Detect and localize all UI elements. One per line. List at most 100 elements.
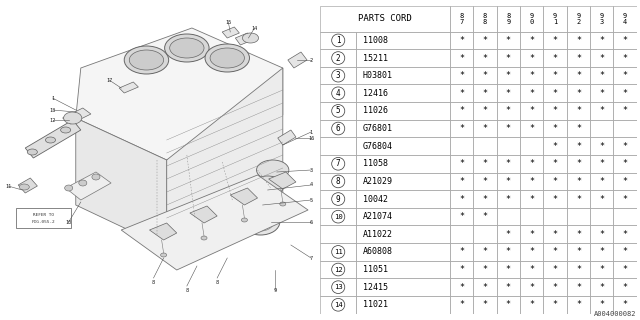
Text: *: * — [529, 89, 534, 98]
Ellipse shape — [241, 209, 280, 235]
Text: *: * — [599, 230, 604, 239]
Text: *: * — [459, 195, 464, 204]
Ellipse shape — [65, 185, 73, 191]
Text: 9
3: 9 3 — [600, 13, 604, 25]
Ellipse shape — [164, 34, 209, 62]
Polygon shape — [269, 172, 296, 189]
Text: A11022: A11022 — [363, 230, 393, 239]
Text: *: * — [552, 142, 557, 151]
Text: 1: 1 — [336, 36, 340, 45]
Text: *: * — [599, 71, 604, 80]
Ellipse shape — [241, 218, 248, 222]
Text: *: * — [483, 107, 488, 116]
Text: 6: 6 — [336, 124, 340, 133]
Text: *: * — [599, 89, 604, 98]
Text: 10042: 10042 — [363, 195, 388, 204]
Polygon shape — [288, 52, 307, 68]
Text: G76804: G76804 — [363, 142, 393, 151]
Text: *: * — [483, 89, 488, 98]
Text: 9: 9 — [336, 195, 340, 204]
Text: *: * — [623, 283, 628, 292]
Text: 9: 9 — [273, 287, 276, 292]
Text: *: * — [506, 247, 511, 256]
Text: *: * — [576, 159, 581, 168]
Text: *: * — [483, 71, 488, 80]
Text: 9
1: 9 1 — [553, 13, 557, 25]
Polygon shape — [25, 120, 81, 158]
Text: *: * — [576, 177, 581, 186]
Polygon shape — [76, 28, 283, 160]
Text: 13: 13 — [49, 108, 56, 113]
Ellipse shape — [63, 112, 82, 124]
Text: 8: 8 — [336, 177, 340, 186]
Text: *: * — [552, 107, 557, 116]
Text: A004000082: A004000082 — [595, 311, 637, 317]
Text: 15: 15 — [225, 20, 232, 25]
Text: 10: 10 — [65, 220, 72, 225]
Ellipse shape — [79, 180, 87, 186]
Text: *: * — [483, 159, 488, 168]
Text: 14: 14 — [252, 26, 258, 30]
Text: *: * — [483, 124, 488, 133]
Text: *: * — [599, 247, 604, 256]
Text: *: * — [552, 71, 557, 80]
Ellipse shape — [257, 160, 289, 180]
Text: *: * — [623, 89, 628, 98]
Text: *: * — [506, 177, 511, 186]
Text: *: * — [552, 283, 557, 292]
Text: 7: 7 — [310, 255, 313, 260]
Text: 5: 5 — [336, 107, 340, 116]
Text: 3: 3 — [336, 71, 340, 80]
Text: 8: 8 — [186, 287, 188, 292]
Text: *: * — [552, 247, 557, 256]
Ellipse shape — [45, 137, 56, 143]
Text: *: * — [576, 300, 581, 309]
Polygon shape — [119, 82, 138, 93]
Text: *: * — [576, 230, 581, 239]
Text: *: * — [623, 107, 628, 116]
Text: *: * — [459, 124, 464, 133]
Text: *: * — [623, 159, 628, 168]
Text: *: * — [576, 265, 581, 274]
Text: *: * — [506, 283, 511, 292]
Text: *: * — [529, 159, 534, 168]
Text: A21029: A21029 — [363, 177, 393, 186]
Polygon shape — [150, 223, 177, 240]
Polygon shape — [63, 108, 91, 124]
Ellipse shape — [205, 44, 250, 72]
Text: *: * — [599, 142, 604, 151]
Polygon shape — [236, 33, 253, 45]
Text: 6: 6 — [310, 220, 313, 225]
Text: 11: 11 — [334, 249, 342, 255]
Text: 15211: 15211 — [363, 53, 388, 62]
Text: *: * — [576, 247, 581, 256]
Text: *: * — [483, 36, 488, 45]
Text: *: * — [576, 124, 581, 133]
Polygon shape — [278, 130, 296, 145]
Text: 1: 1 — [51, 95, 54, 100]
Text: *: * — [529, 247, 534, 256]
Text: 11058: 11058 — [363, 159, 388, 168]
Text: *: * — [599, 265, 604, 274]
Text: *: * — [623, 36, 628, 45]
Text: 8: 8 — [152, 279, 155, 284]
Text: *: * — [506, 124, 511, 133]
Ellipse shape — [201, 236, 207, 240]
Text: *: * — [623, 71, 628, 80]
Text: *: * — [599, 159, 604, 168]
Polygon shape — [66, 172, 111, 200]
Text: *: * — [483, 283, 488, 292]
Text: *: * — [552, 36, 557, 45]
Text: *: * — [623, 142, 628, 151]
Text: 3: 3 — [310, 167, 313, 172]
Text: *: * — [576, 142, 581, 151]
Polygon shape — [121, 175, 308, 270]
Text: 8
9: 8 9 — [506, 13, 511, 25]
Text: 11021: 11021 — [363, 300, 388, 309]
Text: *: * — [576, 36, 581, 45]
Text: *: * — [483, 195, 488, 204]
Text: *: * — [529, 124, 534, 133]
Ellipse shape — [61, 127, 70, 133]
Text: *: * — [576, 283, 581, 292]
Text: *: * — [599, 107, 604, 116]
